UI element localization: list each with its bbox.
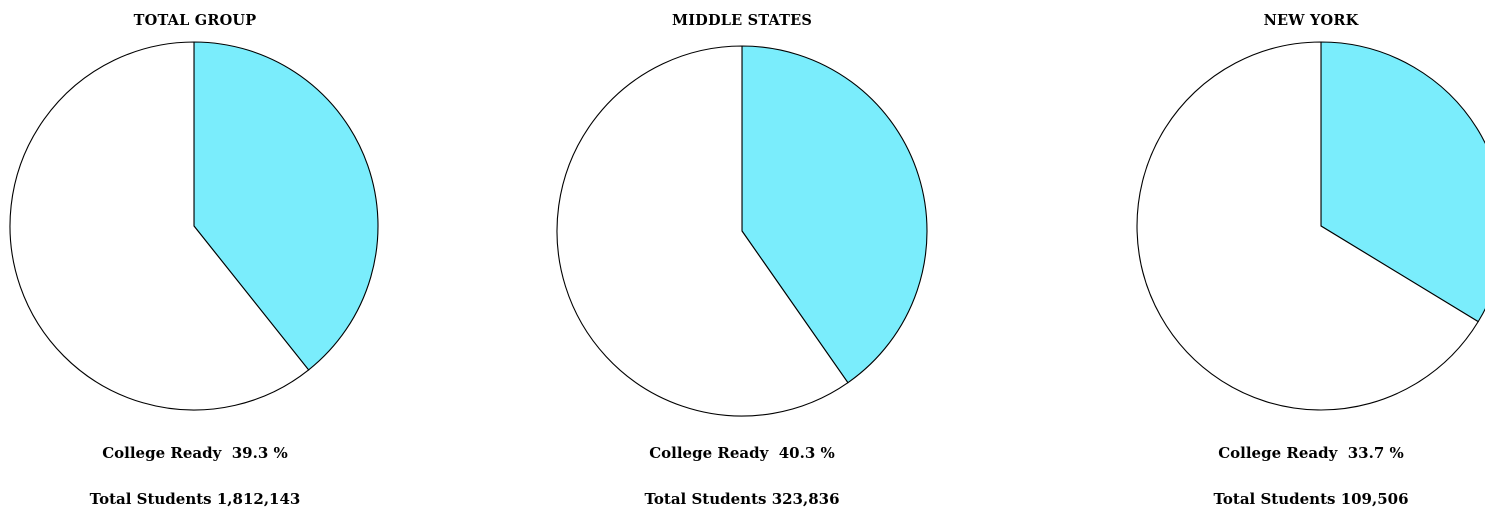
total-students-value: 323,836 <box>771 490 840 508</box>
college-ready-label: College Ready <box>649 444 769 462</box>
chart-panel-total-group: TOTAL GROUP College Ready 39.3 % Total S… <box>9 0 380 511</box>
chart-title: MIDDLE STATES <box>671 12 813 29</box>
total-students-label: Total Students <box>644 490 767 508</box>
chart-panel-new-york: NEW YORK College Ready 33.7 % Total Stud… <box>1136 0 1485 511</box>
college-ready-value: 40.3 % <box>778 444 835 462</box>
total-students-value: 109,506 <box>1340 490 1409 508</box>
total-students-line: Total Students 323,836 <box>556 490 928 508</box>
pie-slice-college-ready <box>741 45 928 384</box>
college-ready-line: College Ready 33.7 % <box>1137 444 1485 462</box>
college-ready-line: College Ready 40.3 % <box>556 444 928 462</box>
college-ready-label: College Ready <box>1218 444 1338 462</box>
pie-slice-college-ready <box>193 41 379 371</box>
college-ready-value: 39.3 % <box>231 444 288 462</box>
total-students-label: Total Students <box>1213 490 1336 508</box>
pie-slice-remainder <box>9 41 310 411</box>
college-ready-label: College Ready <box>102 444 222 462</box>
pie-chart <box>1136 41 1485 411</box>
chart-title: NEW YORK <box>1263 12 1359 29</box>
pie-chart <box>556 45 928 417</box>
total-students-line: Total Students 109,506 <box>1137 490 1485 508</box>
pie-chart <box>9 41 379 411</box>
college-ready-value: 33.7 % <box>1347 444 1404 462</box>
total-students-label: Total Students <box>89 490 212 508</box>
chart-title: TOTAL GROUP <box>133 12 257 29</box>
chart-panel-middle-states: MIDDLE STATES College Ready 40.3 % Total… <box>556 0 928 511</box>
total-students-line: Total Students 1,812,143 <box>10 490 380 508</box>
pie-slice-college-ready <box>1320 41 1485 323</box>
total-students-value: 1,812,143 <box>216 490 301 508</box>
pie-slice-remainder <box>556 45 849 417</box>
college-ready-line: College Ready 39.3 % <box>10 444 380 462</box>
pie-slice-remainder <box>1136 41 1479 411</box>
